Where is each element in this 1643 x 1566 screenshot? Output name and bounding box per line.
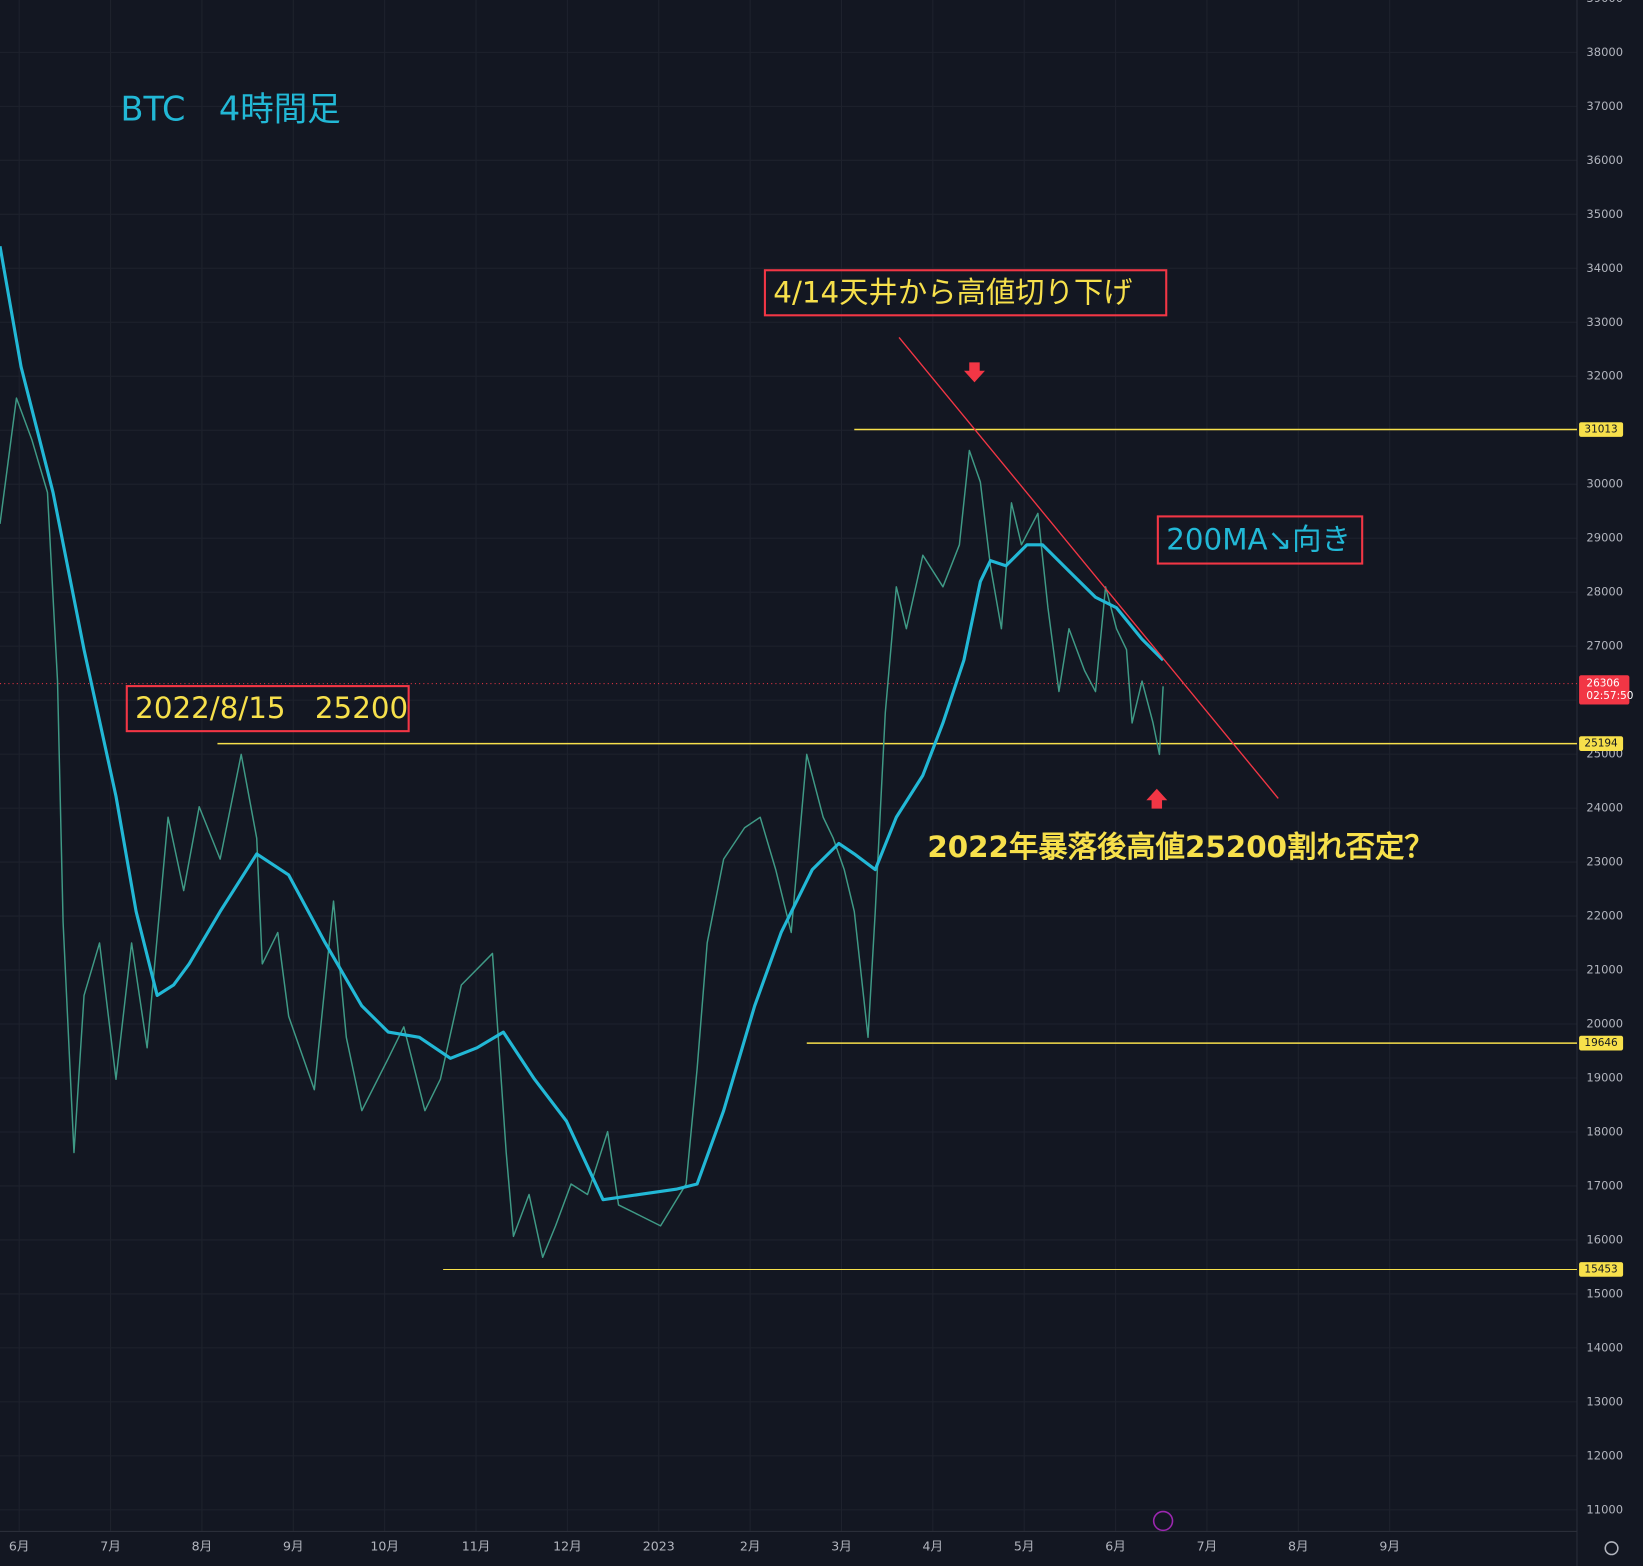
y-tick-label: 18000 — [1586, 1124, 1623, 1138]
y-tick-label: 20000 — [1586, 1017, 1623, 1031]
countdown-label: 02:57:50 — [1586, 690, 1633, 702]
y-tick-label: 38000 — [1586, 45, 1623, 59]
replay-icon[interactable] — [1152, 1510, 1174, 1532]
y-tick-label: 24000 — [1586, 801, 1623, 815]
y-tick-label: 35000 — [1586, 207, 1623, 221]
x-tick-label: 2023 — [643, 1539, 675, 1554]
x-tick-label: 9月 — [1379, 1539, 1400, 1554]
y-tick-label: 21000 — [1586, 963, 1623, 977]
x-tick-label: 8月 — [1288, 1539, 1309, 1554]
y-tick-label: 11000 — [1586, 1502, 1623, 1516]
chart-title: BTC 4時間足 — [121, 90, 341, 129]
x-tick-label: 10月 — [370, 1539, 399, 1554]
y-tick-label: 30000 — [1586, 477, 1623, 491]
level-label: 19646 — [1584, 1037, 1617, 1049]
annotation: 200MA↘向き — [1166, 523, 1351, 557]
y-tick-label: 15000 — [1586, 1286, 1623, 1300]
x-tick-label: 7月 — [100, 1539, 121, 1554]
y-tick-label: 14000 — [1586, 1340, 1623, 1354]
level-label: 31013 — [1584, 424, 1617, 436]
annotation-box — [763, 269, 1168, 317]
y-tick-label: 39000 — [1586, 0, 1623, 5]
x-tick-label: 3月 — [831, 1539, 852, 1554]
level-badge — [1579, 1035, 1624, 1051]
y-tick-label: 17000 — [1586, 1178, 1623, 1192]
x-tick-label: 6月 — [9, 1539, 30, 1554]
y-tick-label: 23000 — [1586, 855, 1623, 869]
annotation-box — [125, 685, 410, 733]
y-tick-label: 32000 — [1586, 369, 1623, 383]
price-line — [0, 397, 1164, 1259]
grid — [0, 0, 1577, 1532]
x-tick-label: 2月 — [740, 1539, 761, 1554]
y-tick-label: 28000 — [1586, 585, 1623, 599]
y-tick-label: 27000 — [1586, 639, 1623, 653]
arrow-down — [964, 362, 985, 383]
x-tick-label: 7月 — [1197, 1539, 1218, 1554]
y-tick-label: 22000 — [1586, 909, 1623, 923]
annotation: 4/14天井から高値切り下げ — [773, 275, 1132, 309]
x-tick-label: 5月 — [1014, 1539, 1035, 1554]
level-badge — [1579, 422, 1624, 437]
annotation: 2022/8/15 25200 — [135, 691, 408, 725]
level-label: 25194 — [1584, 738, 1618, 750]
level-badge — [1579, 736, 1624, 751]
x-tick-label: 11月 — [462, 1539, 491, 1554]
y-tick-label: 19000 — [1586, 1070, 1623, 1084]
x-tick-label: 8月 — [192, 1539, 213, 1554]
annotation: 2022年暴落後高値25200割れ否定？ — [927, 830, 1433, 864]
level-badge — [1579, 1262, 1624, 1277]
settings-icon[interactable] — [1604, 1541, 1619, 1556]
y-tick-label: 29000 — [1586, 531, 1623, 545]
y-tick-label: 33000 — [1586, 315, 1623, 329]
y-tick-label: 16000 — [1586, 1232, 1623, 1246]
plot — [0, 245, 1577, 1270]
y-tick-label: 37000 — [1586, 99, 1623, 113]
price-badge — [1579, 675, 1630, 705]
y-tick-label: 13000 — [1586, 1394, 1623, 1408]
y-tick-label: 36000 — [1586, 153, 1623, 167]
trend-line — [898, 336, 1279, 799]
x-tick-label: 9月 — [283, 1539, 304, 1554]
ma-line — [0, 245, 1165, 1202]
level-label: 15453 — [1584, 1263, 1617, 1275]
x-tick-label: 6月 — [1105, 1539, 1126, 1554]
y-tick-label: 34000 — [1586, 261, 1623, 275]
x-tick-label: 4月 — [923, 1539, 944, 1554]
y-tick-label: 12000 — [1586, 1448, 1623, 1462]
price-label: 26306 — [1586, 678, 1619, 690]
annotation-box — [1156, 515, 1364, 565]
x-tick-label: 12月 — [553, 1539, 582, 1554]
